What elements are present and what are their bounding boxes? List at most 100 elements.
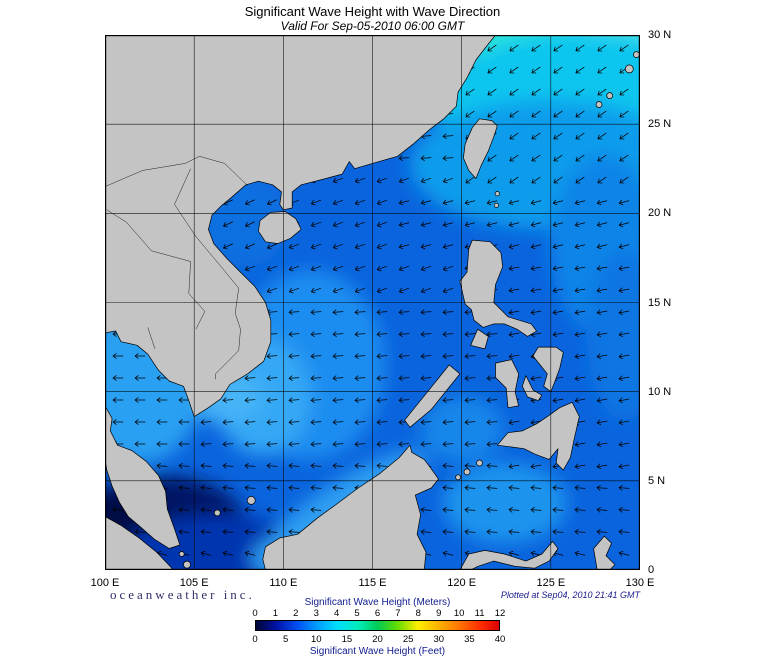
- wave-direction-arrow: [574, 309, 586, 316]
- country-border-layer: [105, 156, 248, 380]
- wave-direction-arrow: [288, 397, 300, 403]
- wave-direction-arrow: [574, 507, 586, 513]
- wave-direction-arrow: [442, 133, 454, 139]
- wave-direction-arrow: [200, 419, 212, 425]
- land-mainland-asia: [105, 35, 496, 417]
- wave-direction-arrow: [596, 507, 608, 513]
- wave-direction-arrow: [442, 155, 454, 161]
- wave-direction-arrow: [288, 287, 300, 294]
- wave-direction-arrow: [420, 155, 432, 161]
- wave-direction-arrow: [332, 287, 344, 294]
- wave-direction-arrow: [596, 221, 608, 228]
- wave-direction-arrow: [618, 309, 630, 316]
- wave-direction-arrow: [575, 88, 585, 96]
- wave-direction-arrow: [464, 199, 476, 206]
- wave-direction-arrow: [223, 243, 233, 250]
- wave-direction-arrow: [288, 507, 300, 513]
- wave-direction-arrow: [200, 463, 212, 469]
- wave-direction-arrow: [464, 221, 476, 228]
- wave-direction-arrow: [464, 397, 476, 403]
- wave-direction-arrow: [376, 199, 388, 206]
- wave-direction-arrow: [222, 550, 234, 557]
- wave-direction-arrow: [288, 265, 300, 272]
- wave-direction-arrow: [574, 199, 586, 206]
- wave-direction-arrow: [178, 441, 190, 447]
- wave-direction-arrow: [618, 397, 630, 404]
- wave-direction-arrow: [442, 353, 454, 359]
- wave-direction-arrow: [310, 463, 322, 469]
- graticule-layer: [105, 35, 640, 570]
- wave-direction-arrow: [575, 154, 585, 162]
- wave-direction-arrow: [398, 375, 410, 381]
- wave-direction-arrow: [596, 199, 608, 206]
- wave-direction-arrow: [266, 397, 278, 403]
- wave-direction-arrow: [332, 353, 344, 359]
- wave-direction-arrow: [574, 375, 586, 382]
- wave-direction-arrow: [596, 463, 608, 470]
- wave-direction-arrow: [574, 331, 586, 338]
- wave-direction-arrow: [574, 265, 586, 272]
- lat-tick-label: 0: [648, 564, 655, 576]
- wave-direction-arrow: [508, 485, 520, 491]
- wave-direction-arrow: [288, 243, 300, 250]
- wave-direction-arrow: [508, 550, 520, 557]
- wave-direction-arrow: [398, 265, 410, 272]
- wave-direction-arrow: [245, 199, 255, 206]
- wave-direction-arrow: [288, 309, 300, 315]
- lon-tick-label: 120 E: [447, 577, 477, 589]
- wave-direction-arrow: [464, 463, 476, 469]
- wave-direction-arrow: [596, 529, 608, 535]
- lat-tick-label: 25 N: [648, 118, 672, 131]
- legend-meters-tick: 6: [374, 608, 381, 619]
- wave-direction-arrow: [596, 419, 608, 426]
- wave-direction-arrow: [531, 110, 541, 118]
- wave-direction-arrow: [442, 485, 454, 491]
- wave-direction-arrow: [244, 550, 256, 557]
- wave-direction-arrow: [244, 441, 256, 447]
- wave-direction-arrow: [487, 154, 497, 162]
- wave-direction-arrow: [574, 397, 586, 404]
- oceanweather-logo-text: oceanweather inc.: [110, 587, 255, 602]
- wave-direction-arrow: [442, 199, 454, 206]
- wave-direction-arrow: [618, 419, 630, 426]
- wave-direction-arrow: [530, 419, 542, 426]
- legend-meters-tick: 4: [334, 608, 340, 619]
- wave-direction-arrow: [487, 66, 497, 74]
- wave-direction-arrow: [552, 199, 564, 206]
- wave-direction-arrow: [596, 485, 608, 491]
- wave-direction-arrow: [332, 375, 344, 381]
- wave-direction-arrow: [486, 507, 498, 513]
- wave-direction-arrow: [618, 529, 630, 535]
- wave-direction-arrow: [530, 243, 542, 250]
- wave-direction-arrow: [618, 463, 630, 470]
- wave-direction-arrow: [531, 44, 541, 52]
- wave-direction-arrow: [310, 221, 322, 228]
- island-anambas: [213, 509, 221, 517]
- wave-direction-arrow: [332, 397, 344, 403]
- wave-direction-arrow: [222, 529, 234, 535]
- wave-direction-arrow: [509, 110, 519, 118]
- wave-direction-arrow: [178, 507, 190, 513]
- lon-tick-label: 125 E: [536, 577, 566, 589]
- wave-direction-arrow: [354, 221, 366, 228]
- wave-direction-arrow: [332, 463, 344, 469]
- wave-direction-arrow: [332, 177, 344, 184]
- wave-direction-arrow: [618, 550, 630, 557]
- wave-direction-arrow: [134, 353, 146, 359]
- wave-direction-arrow: [486, 331, 498, 337]
- wave-direction-arrow: [398, 309, 410, 315]
- wave-direction-arrow: [200, 529, 212, 535]
- wave-direction-arrow: [596, 375, 608, 382]
- wave-direction-arrow: [288, 353, 300, 359]
- wave-direction-arrow: [134, 419, 146, 425]
- lon-tick-label: 130 E: [625, 577, 655, 589]
- wave-direction-arrow: [178, 485, 190, 491]
- wave-direction-arrow: [376, 287, 388, 294]
- wave-direction-arrow: [222, 485, 234, 491]
- wave-direction-arrow: [288, 331, 300, 337]
- wave-direction-arrow: [112, 397, 124, 403]
- wave-direction-arrow: [508, 463, 520, 470]
- map-frame: [105, 35, 640, 570]
- land-taiwan: [463, 118, 498, 179]
- plotted-timestamp: Plotted at Sep04, 2010 21:41 GMT: [500, 590, 640, 600]
